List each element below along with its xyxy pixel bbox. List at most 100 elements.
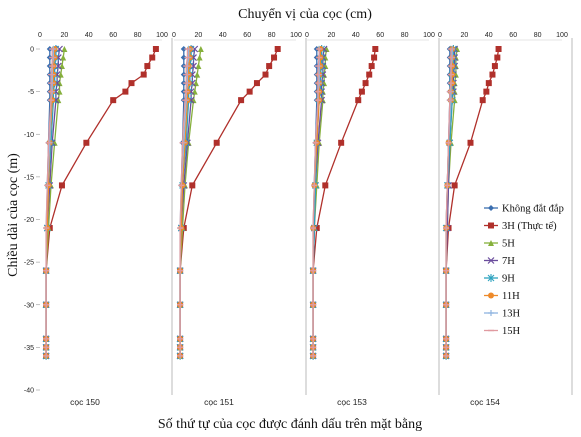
series-line-3hthct bbox=[45, 48, 157, 356]
legend-item: Không đắt đắp bbox=[484, 204, 564, 215]
chart-title: Chuyển vị của cọc (cm) bbox=[238, 7, 372, 22]
y-tick-label: 0 bbox=[30, 47, 34, 54]
data-point bbox=[196, 54, 203, 61]
data-point bbox=[246, 88, 253, 95]
y-axis-label: Chiều dài của cọc (m) bbox=[6, 153, 21, 277]
y-tick-label: -10 bbox=[24, 132, 34, 139]
x-tick-label: 20 bbox=[61, 32, 69, 39]
legend-marker bbox=[487, 257, 495, 264]
data-point bbox=[110, 97, 117, 104]
y-tick-label: -40 bbox=[24, 388, 34, 395]
data-point bbox=[451, 182, 458, 189]
y-tick-label: -25 bbox=[24, 260, 34, 267]
data-point bbox=[271, 54, 278, 61]
legend-marker bbox=[488, 310, 494, 316]
data-point bbox=[262, 71, 269, 78]
data-point bbox=[238, 97, 245, 104]
legend-label: 3H (Thực tế) bbox=[502, 221, 557, 232]
legend-label: 5H bbox=[502, 239, 515, 250]
data-point bbox=[358, 88, 365, 95]
legend-label: 15H bbox=[502, 326, 521, 337]
data-point bbox=[58, 182, 65, 189]
legend-label: 13H bbox=[502, 309, 521, 320]
legend-label: 11H bbox=[502, 291, 520, 302]
legend-marker bbox=[488, 205, 494, 211]
data-point bbox=[149, 54, 156, 61]
x-tick-label: 40 bbox=[352, 32, 360, 39]
x-tick-label: 0 bbox=[38, 32, 42, 39]
x-tick-label: 20 bbox=[195, 32, 203, 39]
panel-2: 0 20 40 60 80 100 cọc 151 bbox=[172, 32, 307, 407]
data-point bbox=[60, 54, 67, 61]
data-point bbox=[479, 97, 486, 104]
data-point bbox=[313, 225, 320, 232]
panels: 0 -5 -10 -15 -20 -25 -30 -35 -40 0 20 40 60 80 100 cọc … bbox=[24, 32, 573, 407]
data-point bbox=[152, 46, 159, 52]
legend: Không đắt đắp 3H (Thực tế) 5H 7H 9H 11H 13H 15H bbox=[484, 204, 564, 337]
y-tick-label: -30 bbox=[24, 302, 34, 309]
x-tick-label: 40 bbox=[85, 32, 93, 39]
panel-4: 0 20 40 60 80 100 cọc 154 bbox=[438, 32, 573, 407]
x-tick-label: 40 bbox=[219, 32, 227, 39]
data-point bbox=[253, 80, 260, 87]
legend-marker bbox=[488, 292, 494, 299]
x-tick-label: 20 bbox=[461, 32, 469, 39]
data-point bbox=[322, 182, 329, 189]
data-point bbox=[338, 139, 345, 146]
panel-label: cọc 150 bbox=[70, 397, 100, 407]
data-point bbox=[197, 46, 204, 52]
legend-marker bbox=[487, 274, 495, 282]
x-tick-label: 100 bbox=[290, 32, 302, 39]
data-point bbox=[195, 63, 202, 70]
x-tick-label: 0 bbox=[438, 32, 442, 39]
data-point bbox=[213, 139, 220, 146]
panel-label: cọc 151 bbox=[204, 397, 234, 407]
x-tick-label: 20 bbox=[328, 32, 336, 39]
panel-1: 0 20 40 60 80 100 cọc 150 bbox=[38, 32, 173, 407]
legend-item: 5H bbox=[484, 239, 515, 250]
y-tick-label: -20 bbox=[24, 217, 34, 224]
data-point bbox=[144, 63, 151, 70]
data-point bbox=[128, 80, 135, 87]
data-point bbox=[194, 71, 201, 78]
x-tick-label: 80 bbox=[401, 32, 409, 39]
legend-marker bbox=[488, 240, 494, 246]
x-tick-label: 40 bbox=[485, 32, 493, 39]
x-tick-label: 80 bbox=[534, 32, 542, 39]
x-tick-label: 60 bbox=[509, 32, 517, 39]
x-tick-label: 0 bbox=[305, 32, 309, 39]
panel-label: cọc 153 bbox=[337, 397, 367, 407]
data-point bbox=[274, 46, 281, 52]
x-tick-label: 60 bbox=[109, 32, 117, 39]
legend-label: 7H bbox=[502, 256, 515, 267]
data-point bbox=[83, 139, 90, 146]
x-tick-label: 80 bbox=[268, 32, 276, 39]
data-point bbox=[489, 71, 496, 78]
panel-3: 0 20 40 60 80 100 cọc 153 bbox=[305, 32, 440, 407]
data-point bbox=[372, 46, 379, 52]
legend-marker bbox=[488, 222, 494, 229]
legend-item: 15H bbox=[484, 326, 521, 337]
data-point bbox=[495, 46, 502, 52]
x-tick-label: 60 bbox=[376, 32, 384, 39]
data-point bbox=[494, 54, 501, 61]
data-point bbox=[180, 54, 187, 61]
x-tick-label: 100 bbox=[423, 32, 435, 39]
data-point bbox=[483, 88, 490, 95]
legend-item: 7H bbox=[484, 256, 515, 267]
data-point bbox=[140, 71, 147, 78]
data-point bbox=[362, 80, 369, 87]
x-tick-label: 100 bbox=[156, 32, 168, 39]
legend-label: 9H bbox=[502, 274, 515, 285]
data-point bbox=[485, 80, 492, 87]
data-point bbox=[61, 46, 68, 52]
data-point bbox=[371, 54, 378, 61]
data-point bbox=[180, 46, 187, 52]
y-tick-label: -5 bbox=[28, 89, 34, 96]
data-point bbox=[368, 63, 375, 70]
x-tick-label: 60 bbox=[243, 32, 251, 39]
panel-label: cọc 154 bbox=[470, 397, 500, 407]
legend-label: Không đắt đắp bbox=[502, 204, 564, 215]
x-axis-label: Số thứ tự của cọc được đánh dấu trên mặt… bbox=[158, 417, 422, 432]
x-tick-label: 100 bbox=[556, 32, 568, 39]
